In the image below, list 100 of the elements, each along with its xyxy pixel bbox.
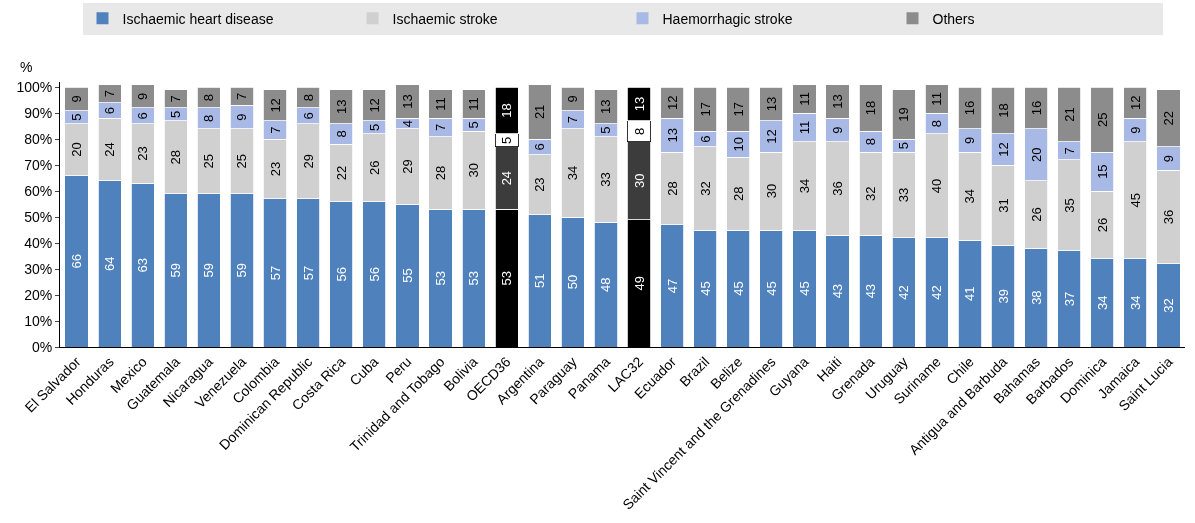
data-label: 15 <box>1094 164 1110 179</box>
data-label: 56 <box>333 267 349 282</box>
data-label: 11 <box>796 120 812 135</box>
y-tick-label: 40% <box>24 234 53 251</box>
data-label: 31 <box>995 198 1011 213</box>
data-label: 6 <box>697 135 713 143</box>
data-label: 53 <box>499 270 515 286</box>
data-label: 43 <box>830 283 846 299</box>
data-label: 32 <box>863 186 879 201</box>
data-label: 48 <box>598 277 614 292</box>
data-label: 8 <box>333 130 349 138</box>
data-label: 63 <box>135 257 151 273</box>
data-label: 12 <box>267 98 283 113</box>
data-label: 18 <box>499 103 515 118</box>
data-label: 36 <box>830 181 846 196</box>
data-label: 7 <box>433 123 449 132</box>
data-label: 29 <box>300 154 316 169</box>
data-label: 56 <box>366 267 382 282</box>
data-label: 24 <box>102 142 118 157</box>
legend-label: Haemorrhagic stroke <box>662 10 793 27</box>
data-label: 20 <box>69 142 85 157</box>
data-label: 24 <box>499 170 515 186</box>
data-label: 13 <box>598 99 614 114</box>
legend-label: Ischaemic heart disease <box>122 10 274 27</box>
data-label: 21 <box>1061 107 1077 122</box>
data-label: 34 <box>1127 295 1143 311</box>
data-label: 8 <box>300 93 316 102</box>
data-label: 34 <box>796 178 812 194</box>
data-label: 4 <box>399 119 415 128</box>
data-label: 17 <box>730 102 746 117</box>
y-tick-label: 30% <box>24 260 53 277</box>
data-label: 11 <box>929 92 945 106</box>
data-label: 45 <box>1127 192 1143 208</box>
data-label: 45 <box>796 281 812 296</box>
data-label: 5 <box>69 113 85 121</box>
data-label: 45 <box>763 281 779 296</box>
data-label: 28 <box>168 150 184 165</box>
legend-label: Ischaemic stroke <box>392 10 498 27</box>
data-label: 18 <box>863 100 879 116</box>
data-label: 12 <box>763 129 779 144</box>
y-tick-label: 80% <box>24 131 53 148</box>
data-label: 26 <box>1028 207 1044 222</box>
data-label: 7 <box>234 92 250 100</box>
data-label: 12 <box>366 98 382 113</box>
data-label: 23 <box>135 146 151 161</box>
data-label: 30 <box>631 173 647 188</box>
data-label: 7 <box>168 95 184 103</box>
data-label: 29 <box>399 159 415 174</box>
data-label: 42 <box>929 285 945 300</box>
y-tick-label: 0% <box>31 338 53 355</box>
data-label: 39 <box>995 289 1011 304</box>
data-label: 38 <box>1028 290 1044 305</box>
data-label: 8 <box>201 93 217 102</box>
data-label: 59 <box>234 263 250 278</box>
data-label: 8 <box>863 138 879 146</box>
data-label: 13 <box>631 96 647 112</box>
data-label: 11 <box>796 92 812 106</box>
data-label: 41 <box>962 286 978 301</box>
data-label: 9 <box>69 95 85 103</box>
data-label: 43 <box>863 283 879 299</box>
data-label: 47 <box>664 278 680 294</box>
data-label: 8 <box>631 127 647 135</box>
data-label: 40 <box>929 178 945 194</box>
y-tick-label: 70% <box>24 157 53 174</box>
data-label: 34 <box>962 189 978 204</box>
data-label: 26 <box>1094 217 1110 233</box>
data-label: 9 <box>1160 155 1176 163</box>
data-label: 28 <box>433 165 449 181</box>
data-label: 9 <box>962 136 978 145</box>
y-axis-title: % <box>20 59 33 75</box>
data-label: 9 <box>1127 126 1143 134</box>
data-label: 9 <box>565 95 581 103</box>
data-label: 45 <box>730 281 746 296</box>
data-label: 11 <box>433 97 449 111</box>
data-label: 30 <box>466 163 482 178</box>
data-label: 17 <box>697 102 713 117</box>
data-label: 9 <box>234 113 250 121</box>
data-label: 12 <box>664 95 680 111</box>
data-label: 13 <box>830 94 846 109</box>
data-label: 19 <box>896 107 912 122</box>
y-tick-label: 90% <box>24 105 53 122</box>
data-label: 25 <box>234 154 250 169</box>
data-label: 6 <box>300 112 316 120</box>
y-tick-label: 20% <box>24 286 53 303</box>
data-label: 5 <box>499 136 515 145</box>
data-label: 50 <box>565 274 581 290</box>
data-label: 23 <box>532 177 548 192</box>
data-label: 25 <box>201 154 217 169</box>
data-label: 23 <box>267 161 283 177</box>
data-label: 22 <box>1160 111 1176 126</box>
y-tick-label: 10% <box>24 312 53 329</box>
data-label: 32 <box>1160 298 1176 313</box>
data-label: 25 <box>1094 112 1110 127</box>
data-label: 34 <box>1094 295 1110 311</box>
data-label: 66 <box>69 254 85 269</box>
data-label: 37 <box>1061 291 1077 307</box>
data-label: 5 <box>366 123 382 132</box>
data-label: 59 <box>201 263 217 278</box>
data-label: 16 <box>1028 100 1044 116</box>
data-label: 30 <box>763 183 779 199</box>
